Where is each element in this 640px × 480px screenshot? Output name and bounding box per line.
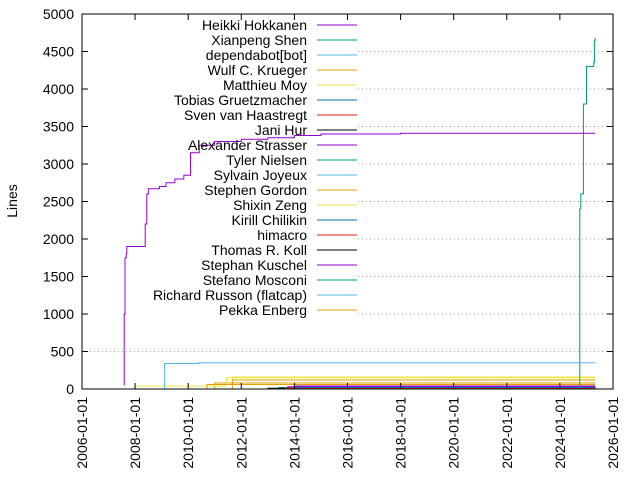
y-tick-label: 2000 — [43, 231, 74, 247]
y-tick-label: 500 — [51, 344, 75, 360]
x-tick-label: 2024-01-01 — [552, 397, 568, 469]
legend-label: himacro — [257, 227, 307, 243]
y-axis-ticks: 0 500 1000 1500 2000 2500 3000 3500 4000 4500 5000 — [43, 6, 613, 397]
y-tick-label: 4500 — [43, 44, 74, 60]
y-tick-label: 1500 — [43, 269, 74, 285]
legend-label: Heikki Hokkanen — [202, 17, 307, 33]
y-tick-label: 4000 — [43, 81, 74, 97]
series-line — [123, 132, 596, 386]
x-tick-label: 2010-01-01 — [180, 397, 196, 469]
legend-label: Sylvain Joyeux — [214, 167, 307, 183]
x-tick-label: 2016-01-01 — [339, 397, 355, 469]
legend-label: Thomas R. Koll — [211, 242, 307, 258]
legend-label: Pekka Enberg — [219, 302, 307, 318]
x-tick-label: 2022-01-01 — [499, 397, 515, 469]
y-tick-label: 3000 — [43, 156, 74, 172]
grid-lines — [82, 51, 613, 352]
legend-label: Tobias Gruetzmacher — [174, 92, 307, 108]
legend-label: Wulf C. Krueger — [208, 62, 308, 78]
legend-label: Shixin Zeng — [233, 197, 307, 213]
legend-label: Stefano Mosconi — [203, 272, 307, 288]
legend-label: Matthieu Moy — [223, 77, 307, 93]
y-axis-label: Lines — [4, 184, 20, 217]
x-tick-label: 2026-01-01 — [605, 397, 621, 469]
legend-label: Alexander Strasser — [188, 137, 307, 153]
x-tick-label: 2020-01-01 — [446, 397, 462, 469]
legend-label: Stephen Gordon — [204, 182, 307, 198]
legend-label: Sven van Haastregt — [184, 107, 307, 123]
y-tick-label: 0 — [66, 381, 74, 397]
legend-label: Richard Russon (flatcap) — [153, 287, 307, 303]
legend-label: Xianpeng Shen — [211, 32, 307, 48]
legend-label: Kirill Chilikin — [232, 212, 307, 228]
y-tick-label: 3500 — [43, 119, 74, 135]
series-line — [577, 38, 596, 390]
y-tick-label: 1000 — [43, 306, 74, 322]
legend-label: Tyler Nielsen — [226, 152, 307, 168]
x-tick-label: 2008-01-01 — [127, 397, 143, 469]
legend-label: Jani Hur — [255, 122, 307, 138]
x-tick-label: 2006-01-01 — [74, 397, 90, 469]
x-tick-label: 2012-01-01 — [233, 397, 249, 469]
series-line — [163, 362, 596, 390]
legend-label: dependabot[bot] — [206, 47, 307, 63]
series-lines — [123, 38, 596, 390]
legend-label: Stephan Kuschel — [201, 257, 307, 273]
x-axis-ticks: 2006-01-01 2008-01-01 2010-01-01 2012-01-01… — [74, 14, 621, 469]
x-tick-label: 2018-01-01 — [393, 397, 409, 469]
x-tick-label: 2014-01-01 — [286, 397, 302, 469]
y-tick-label: 5000 — [43, 6, 74, 22]
y-tick-label: 2500 — [43, 194, 74, 210]
